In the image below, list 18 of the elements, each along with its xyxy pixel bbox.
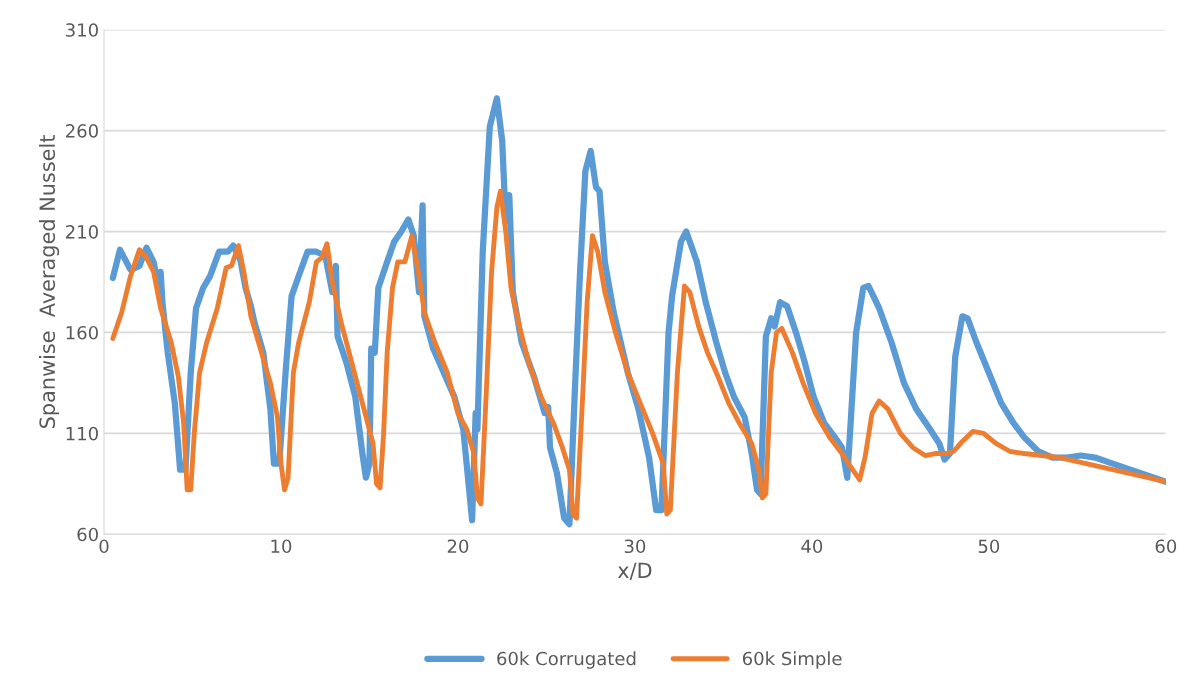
- x-tick-label: 40: [801, 539, 823, 554]
- y-tick-label: 60: [77, 527, 98, 542]
- x-tick-label: 20: [447, 539, 469, 554]
- x-axis-title: x/D: [617, 562, 652, 580]
- legend-label: 60k Simple: [742, 651, 842, 669]
- y-tick-label: 310: [66, 23, 98, 37]
- y-tick-label: 160: [66, 325, 98, 340]
- x-tick-label: 0: [99, 539, 109, 554]
- y-tick-label: 260: [66, 124, 98, 138]
- y-axis-title: Spanwise Averaged Nusselt: [38, 135, 60, 429]
- x-tick-label: 60: [1155, 539, 1177, 554]
- y-tick-label: 110: [66, 426, 98, 441]
- x-tick-label: 10: [271, 539, 292, 554]
- y-tick-label: 210: [66, 225, 98, 239]
- x-tick-label: 50: [978, 539, 1000, 554]
- x-tick-label: 30: [624, 539, 646, 554]
- line-series: [110, 188, 1166, 521]
- legend-label: 60k Corrugated: [497, 651, 636, 669]
